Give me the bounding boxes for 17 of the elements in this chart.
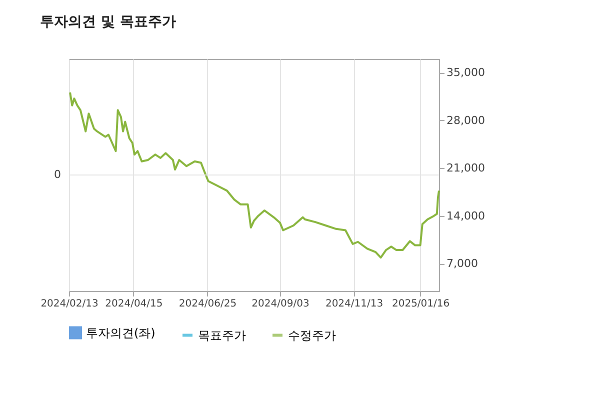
y-tick-label: 21,000 xyxy=(446,162,485,175)
x-tick-label: 2024/04/15 xyxy=(105,298,163,310)
legend-label: 수정주가 xyxy=(288,328,336,342)
x-tick-label: 2024/02/13 xyxy=(40,298,98,310)
legend-label: 목표주가 xyxy=(198,328,246,342)
chart-title: 투자의견 및 목표주가 xyxy=(40,14,176,30)
x-tick-label: 2024/06/25 xyxy=(178,298,237,310)
y-tick-label: 28,000 xyxy=(446,114,485,127)
line-series xyxy=(69,91,440,259)
x-tick-label: 2024/09/03 xyxy=(252,298,310,310)
y-tick-label: 35,000 xyxy=(446,66,485,80)
y-tick-label: 7,000 xyxy=(446,257,478,270)
text: 0 xyxy=(54,168,61,181)
x-tick-label: 2024/11/13 xyxy=(325,298,384,310)
x-tick-label: 2025/01/16 xyxy=(392,298,450,310)
legend-label: 투자의견(좌) xyxy=(86,326,156,340)
y-tick-label: 14,000 xyxy=(446,209,485,222)
